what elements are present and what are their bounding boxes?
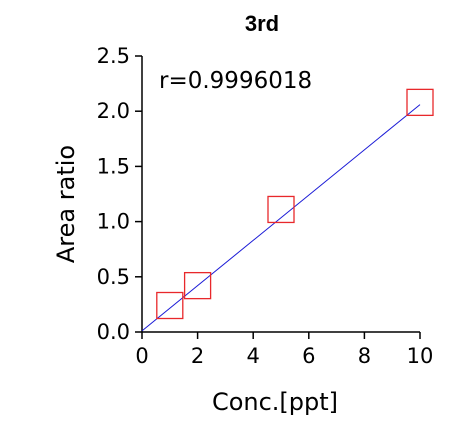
data-point-marker: [183, 271, 212, 300]
chart-title: 3rd: [245, 11, 279, 36]
axes: [141, 56, 420, 333]
fit-line-group: [141, 104, 421, 332]
correlation-annotation: r=0.9996018: [159, 68, 312, 94]
y-tick-label: 1.0: [97, 210, 130, 234]
x-tick-label: 10: [407, 344, 434, 368]
data-point-marker: [156, 291, 184, 320]
data-points: [156, 88, 434, 320]
data-point-marker: [406, 88, 434, 117]
x-tick-label: 6: [302, 344, 315, 368]
y-tick-label: 2.0: [97, 99, 130, 123]
x-axis-label: Conc.[ppt]: [212, 388, 338, 416]
x-tick-label: 2: [191, 344, 204, 368]
x-tick-label: 0: [135, 344, 148, 368]
data-point-marker: [267, 195, 295, 224]
y-tick-label: 2.5: [97, 44, 130, 68]
y-tick-label: 1.5: [97, 154, 130, 178]
fit-line: [141, 104, 421, 332]
y-tick-label: 0.0: [97, 320, 130, 344]
y-ticks: 0.0 0.5 1.0 1.5 2.0 2.5: [97, 44, 142, 344]
x-tick-label: 4: [247, 344, 260, 368]
x-tick-label: 8: [358, 344, 371, 368]
x-ticks: 0 2 4 6 8 10: [135, 332, 433, 368]
y-tick-label: 0.5: [97, 265, 130, 289]
y-axis-label: Area ratio: [52, 145, 80, 263]
